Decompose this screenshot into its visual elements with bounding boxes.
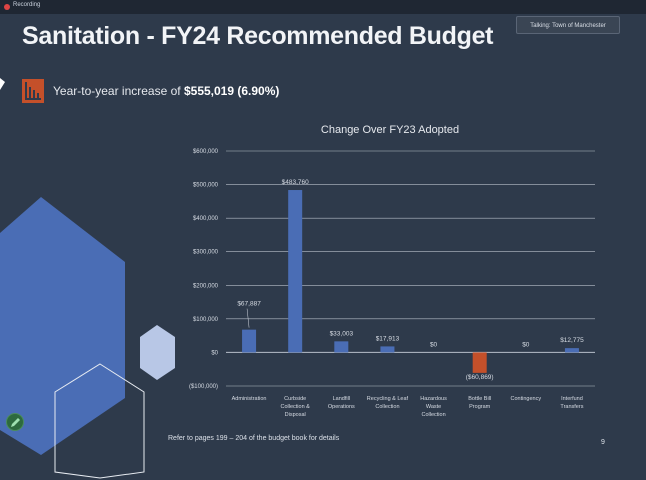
bar bbox=[472, 352, 487, 373]
data-label: $67,887 bbox=[237, 301, 261, 308]
increase-summary: Year-to-year increase of $555,019 (6.90%… bbox=[53, 84, 279, 98]
footnote: Refer to pages 199 – 204 of the budget b… bbox=[168, 435, 340, 442]
y-tick-label: $400,000 bbox=[193, 216, 219, 222]
pen-button[interactable] bbox=[6, 413, 24, 431]
data-label: $0 bbox=[522, 341, 530, 348]
chart-x-axis: Administration Curbside Collection & Dispos… bbox=[232, 396, 584, 418]
bar bbox=[380, 346, 395, 353]
x-tick-label: Hazardous Waste Collection bbox=[420, 396, 447, 418]
pen-icon bbox=[11, 418, 20, 427]
chart-grid bbox=[226, 150, 595, 387]
y-tick-label: $100,000 bbox=[193, 317, 219, 323]
bar bbox=[288, 190, 303, 353]
data-label: $0 bbox=[430, 341, 438, 348]
chart-title: Change Over FY23 Adopted bbox=[321, 124, 459, 136]
page-number: 9 bbox=[601, 439, 605, 446]
x-tick-label: Curbside Collection & Disposal bbox=[281, 396, 311, 418]
bar bbox=[334, 341, 349, 353]
data-label: $12,775 bbox=[560, 337, 584, 344]
data-label: $483,760 bbox=[282, 179, 309, 186]
data-label: $17,913 bbox=[376, 335, 400, 342]
recording-icon bbox=[4, 4, 10, 10]
recording-bar: Recording bbox=[0, 0, 646, 14]
bar bbox=[564, 348, 579, 353]
y-tick-label: $0 bbox=[211, 350, 218, 356]
chart-data-labels: $67,887 $483,760 $33,003 $17,913 $0 ($60,869)… bbox=[237, 179, 584, 381]
hexagon-small-shape bbox=[140, 325, 175, 380]
x-tick-label: Recycling & Leaf Collection bbox=[367, 396, 409, 410]
y-tick-label: ($100,000) bbox=[189, 384, 218, 390]
recording-label: Recording bbox=[13, 2, 41, 8]
x-tick-label: Interfund Transfers bbox=[560, 396, 583, 410]
x-tick-label: Contingency bbox=[511, 396, 542, 402]
chart-y-axis: $600,000 $500,000 $400,000 $300,000 $200,000… bbox=[189, 149, 219, 390]
hexagon-large-shape bbox=[0, 197, 125, 455]
increase-value: $555,019 (6.90%) bbox=[183, 84, 280, 98]
bar bbox=[242, 329, 257, 353]
slide-title: Sanitation - FY24 Recommended Budget bbox=[22, 22, 494, 50]
data-label: $33,003 bbox=[330, 330, 354, 337]
talking-indicator: Talking: Town of Manchester bbox=[516, 16, 620, 34]
y-tick-label: $600,000 bbox=[193, 149, 219, 155]
x-tick-label: Bottle Bill Program bbox=[468, 396, 491, 410]
y-tick-label: $300,000 bbox=[193, 250, 219, 256]
data-label: ($60,869) bbox=[466, 374, 494, 381]
x-tick-label: Landfill Operations bbox=[328, 396, 355, 410]
x-tick-label: Administration bbox=[232, 396, 267, 402]
increase-prefix: Year-to-year increase of bbox=[53, 84, 184, 98]
bar-chart-icon bbox=[22, 79, 44, 103]
hexagon-outline-shape bbox=[54, 363, 145, 479]
y-tick-label: $200,000 bbox=[193, 283, 219, 289]
data-label-leader bbox=[246, 308, 250, 328]
cursor-icon bbox=[0, 78, 5, 90]
y-tick-label: $500,000 bbox=[193, 183, 219, 189]
chart-bars bbox=[242, 190, 579, 373]
